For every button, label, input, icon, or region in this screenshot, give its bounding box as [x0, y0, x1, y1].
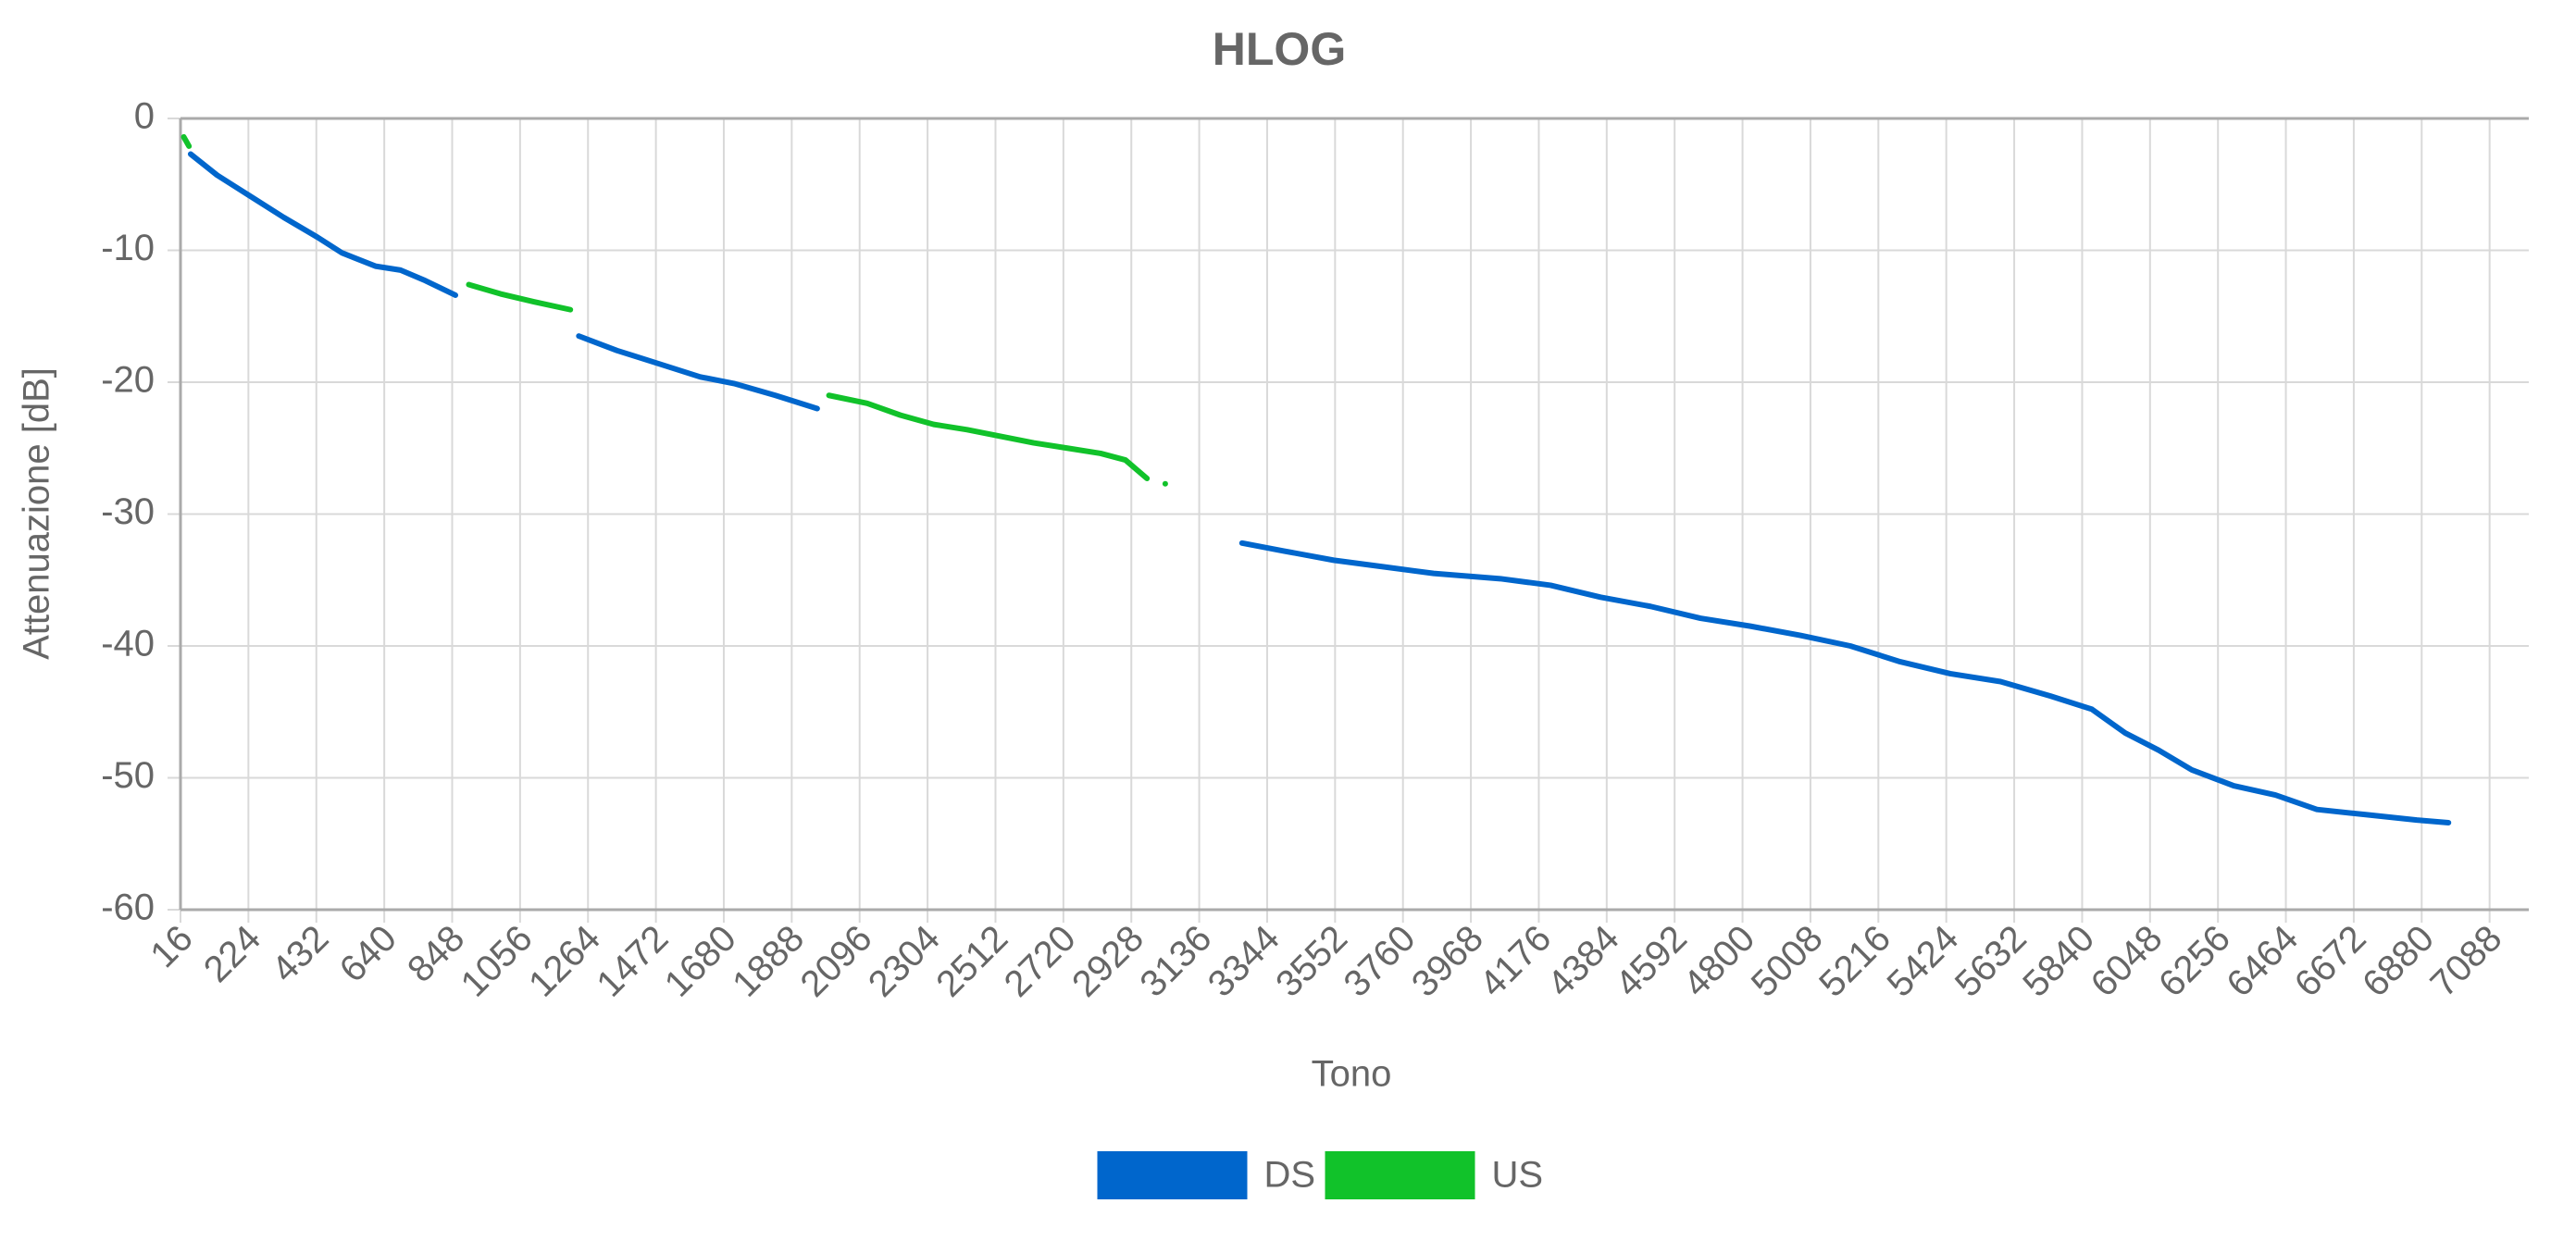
x-tick-label: 1056 — [454, 918, 541, 1005]
x-tick-label: 6464 — [2219, 918, 2306, 1005]
x-tick-label: 3136 — [1132, 918, 1219, 1005]
x-tick-label: 6256 — [2151, 918, 2238, 1005]
x-tick-label: 3552 — [1268, 918, 1355, 1005]
legend-swatch — [1325, 1151, 1475, 1199]
y-axis-label: Attenuazione [dB] — [17, 367, 57, 660]
x-tick-label: 7088 — [2422, 918, 2509, 1005]
x-tick-label: 5008 — [1744, 918, 1831, 1005]
x-tick-label: 1472 — [589, 918, 676, 1005]
x-tick-label: 4800 — [1675, 918, 1762, 1005]
y-tick-label: -60 — [101, 887, 155, 928]
x-tick-label: 6880 — [2355, 918, 2442, 1005]
legend-label: DS — [1264, 1155, 1316, 1196]
x-tick-label: 2512 — [928, 918, 1015, 1005]
x-tick-label: 3968 — [1404, 918, 1491, 1005]
x-tick-label: 2928 — [1064, 918, 1151, 1005]
x-tick-label: 1264 — [521, 918, 608, 1005]
x-tick-label: 5424 — [1879, 918, 1966, 1005]
x-tick-label: 2096 — [793, 918, 880, 1005]
y-tick-label: -20 — [101, 360, 155, 401]
y-tick-label: -40 — [101, 624, 155, 664]
x-tick-label: 3760 — [1337, 918, 1424, 1005]
x-tick-label: 1888 — [725, 918, 812, 1005]
x-axis-label: Tono — [1312, 1054, 1392, 1095]
x-tick-label: 5216 — [1811, 918, 1898, 1005]
x-tick-label: 4176 — [1472, 918, 1559, 1005]
x-tick-label: 3344 — [1201, 918, 1288, 1005]
x-tick-label: 6672 — [2287, 918, 2374, 1005]
legend-label: US — [1492, 1155, 1544, 1196]
x-tick-label: 224 — [196, 918, 268, 990]
data-line — [180, 133, 193, 149]
data-line — [187, 151, 459, 298]
data-line — [1238, 540, 2452, 825]
x-tick-label: 5632 — [1948, 918, 2035, 1005]
chart-title: HLOG — [1213, 23, 1346, 75]
x-tick-label: 1680 — [657, 918, 744, 1005]
y-tick-label: -30 — [101, 491, 155, 532]
x-tick-label: 640 — [332, 918, 404, 990]
x-tick-label: 2720 — [997, 918, 1084, 1005]
x-tick-label: 2304 — [861, 918, 948, 1005]
x-tick-label: 432 — [264, 918, 336, 990]
x-tick-label: 6048 — [2084, 918, 2171, 1005]
legend-swatch — [1097, 1151, 1248, 1199]
y-tick-label: 0 — [134, 96, 155, 137]
data-line — [466, 281, 574, 313]
x-tick-label: 4592 — [1608, 918, 1695, 1005]
x-tick-label: 4384 — [1540, 918, 1627, 1005]
y-tick-label: -50 — [101, 755, 155, 796]
data-line — [826, 392, 1151, 482]
x-tick-label: 5840 — [2015, 918, 2102, 1005]
y-tick-label: -10 — [101, 228, 155, 268]
data-line — [576, 333, 820, 412]
